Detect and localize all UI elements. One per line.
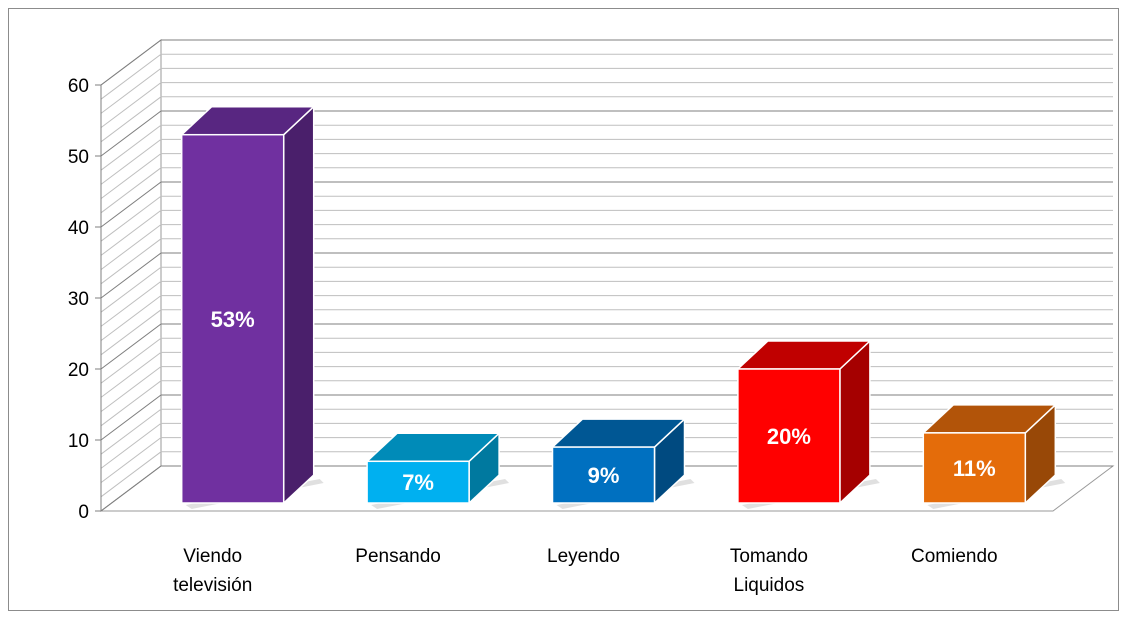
minor-gridline [100,209,1113,256]
bar: 53% [179,104,324,509]
chart-frame: 53% 7% 9% 20% 11% 0 10 20 30 40 50 60 Viendo televis… [8,8,1119,611]
bar: 7% [365,431,510,509]
minor-gridline [100,124,1113,171]
bar-side [282,104,315,505]
major-gridline [100,323,1113,370]
minor-gridline [100,295,1113,342]
minor-gridline [100,195,1113,242]
data-label: 7% [402,470,434,495]
bar: 20% [735,339,880,509]
minor-gridline [100,238,1113,285]
major-gridline [100,252,1113,299]
bar: 11% [921,403,1066,509]
data-label: 20% [767,424,811,449]
major-gridline [100,110,1113,157]
axis-group: 0 10 20 30 40 50 60 Viendo televisión Pensando Ley… [68,76,998,596]
bar-front [922,432,1027,504]
bar: 9% [550,417,695,509]
data-label: 9% [588,463,620,488]
major-gridline [100,181,1113,228]
minor-gridline [100,53,1113,100]
bar-front [737,368,841,504]
bar-chart: 53% 7% 9% 20% 11% 0 10 20 30 40 50 60 Viendo televis… [68,39,1115,596]
bar-front [366,460,470,504]
category-label-line: Liquidos [734,575,805,596]
minor-gridline [100,82,1113,128]
minor-gridline [100,67,1113,114]
minor-gridline [100,153,1113,200]
minor-gridline [100,96,1113,143]
category-label-line: televisión [173,575,252,596]
category-label: Viendo televisión [173,546,252,596]
minor-gridline [100,280,1113,327]
y-tick-label: 10 [68,431,89,452]
category-label-line: Pensando [355,546,441,567]
y-tick-label: 50 [68,147,89,168]
category-label: Comiendo [911,546,998,567]
minor-gridline [100,266,1113,313]
bar-front [180,133,285,504]
minor-gridline [100,309,1113,356]
minor-gridline [100,167,1113,214]
category-label-line: Leyendo [547,546,620,567]
category-label: Tomando Liquidos [730,546,808,596]
y-tick-label: 30 [68,289,89,310]
y-tick-label: 60 [68,76,89,97]
y-tick-label: 40 [68,218,89,239]
minor-gridline [100,224,1113,271]
data-label: 11% [953,456,996,481]
minor-gridline [100,138,1113,185]
minor-gridline [100,337,1113,384]
data-label: 53% [211,307,255,332]
category-label-line: Viendo [183,546,242,567]
major-gridline [100,39,1113,86]
category-label-line: Comiendo [911,546,998,567]
y-tick-label: 0 [78,502,89,523]
category-label: Leyendo [547,546,620,567]
category-label-line: Tomando [730,546,808,567]
bars-group: 53% 7% 9% 20% 11% [179,104,1066,509]
y-tick-label: 20 [68,360,89,381]
bar-front [551,446,656,504]
category-label: Pensando [355,546,441,567]
